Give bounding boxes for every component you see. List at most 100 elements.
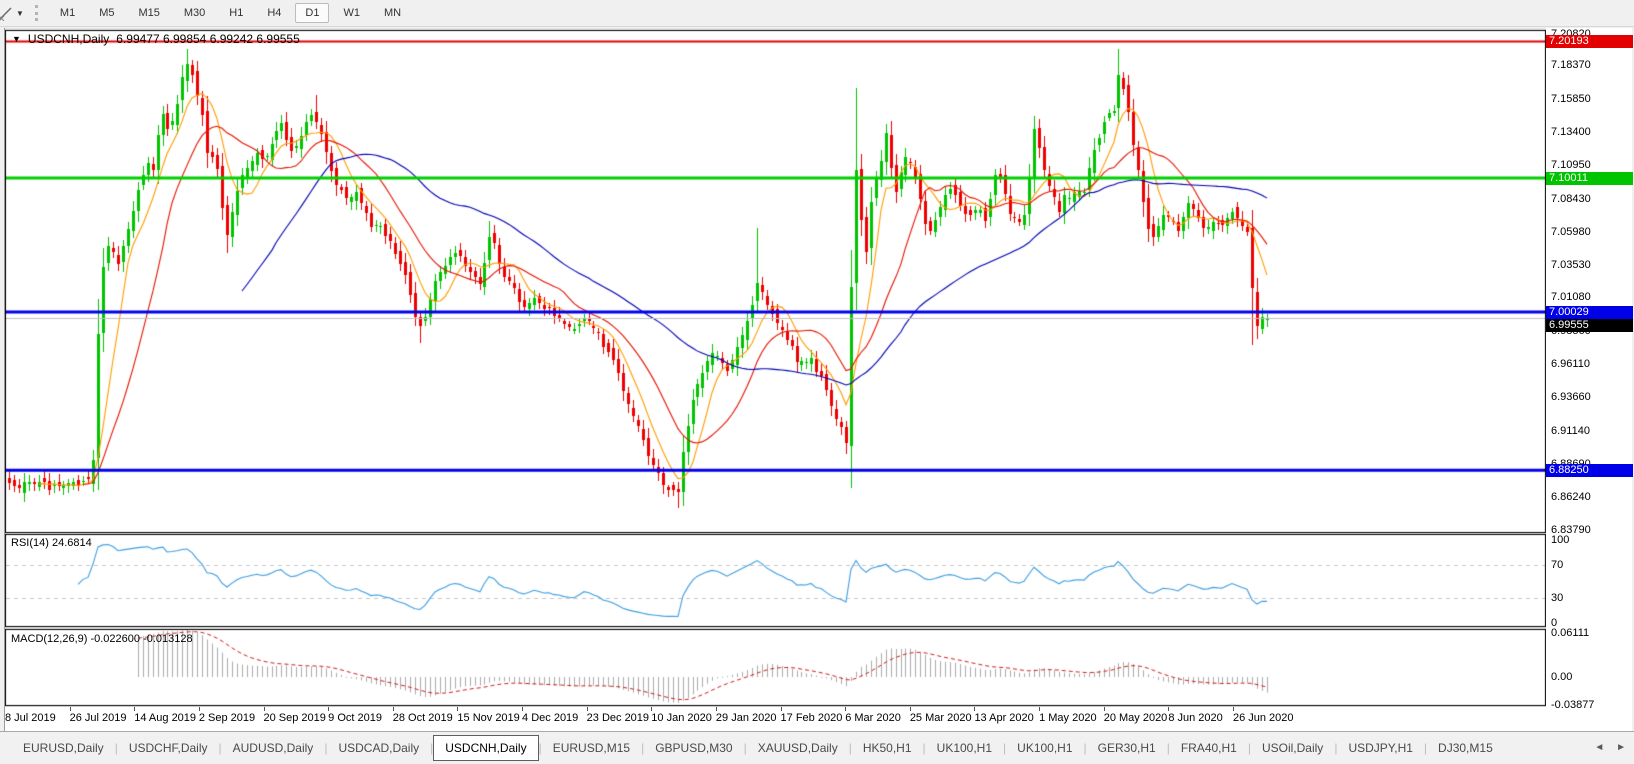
tab-separator: | <box>848 741 852 755</box>
date-tick <box>392 707 394 711</box>
tab-separator: | <box>324 741 328 755</box>
macd-indicator-label: MACD(12,26,9) -0.022600 -0.013128 <box>11 633 193 645</box>
tab-usoil-daily[interactable]: USOil,Daily <box>1261 741 1324 755</box>
date-label: 26 Jul 2019 <box>69 712 127 724</box>
tab-separator: | <box>641 741 645 755</box>
date-label: 15 Nov 2019 <box>457 712 520 724</box>
tab-uk100-h1[interactable]: UK100,H1 <box>1017 741 1073 755</box>
tab-eurusd-daily[interactable]: EURUSD,Daily <box>23 741 104 755</box>
date-tick <box>522 707 524 711</box>
price-label-6.88250: 6.88250 <box>1546 463 1633 477</box>
timeframe-button-mn[interactable]: MN <box>383 7 402 19</box>
date-tick <box>651 707 653 711</box>
tab-separator: | <box>1166 741 1170 755</box>
rsi-tick-label: 30 <box>1551 592 1564 605</box>
chart-tabs: EURUSD,Daily | USDCHF,Daily | AUDUSD,Daily | U… <box>12 735 1504 761</box>
date-label: 8 Jul 2019 <box>5 712 56 724</box>
price-label-7.10011: 7.10011 <box>1546 171 1633 185</box>
tab-usdchf-daily[interactable]: USDCHF,Daily <box>128 741 208 755</box>
chart-window: ▼ USDCNH,Daily 6.99477 6.99854 6.99242 6… <box>4 28 1633 731</box>
tab-gbpusd-m30[interactable]: GBPUSD,M30 <box>655 741 733 755</box>
tab-audusd-daily[interactable]: AUDUSD,Daily <box>232 741 314 755</box>
symbol-period-label: USDCNH,Daily <box>27 32 110 46</box>
price-tick-label: 6.83790 <box>1551 523 1591 536</box>
price-label-7.20193: 7.20193 <box>1546 34 1633 48</box>
date-tick <box>715 707 717 711</box>
tab-separator: | <box>922 741 926 755</box>
timeframe-button-m15[interactable]: M15 <box>138 7 160 19</box>
tab-xauusd-daily[interactable]: XAUUSD,Daily <box>757 741 838 755</box>
tab-usdcnh-daily[interactable]: USDCNH,Daily <box>433 735 539 761</box>
date-tick <box>457 707 459 711</box>
timeframe-buttons: M1 M5 M15 M30 H1 H4 D1 W1 MN <box>48 3 413 23</box>
date-label: 29 Jan 2020 <box>715 712 777 724</box>
tab-scroll-right-icon[interactable]: ► <box>1616 742 1626 753</box>
tab-fra40-h1[interactable]: FRA40,H1 <box>1180 741 1237 755</box>
date-label: 20 Sep 2019 <box>263 712 326 724</box>
rsi-tick-label: 0 <box>1551 617 1558 629</box>
date-label: 6 Mar 2020 <box>845 712 901 724</box>
timeframe-button-h1[interactable]: H1 <box>229 7 244 19</box>
date-tick <box>1232 707 1234 711</box>
date-label: 8 Jun 2020 <box>1168 712 1223 724</box>
tab-separator: | <box>218 741 222 755</box>
price-tick-label: 6.93660 <box>1551 391 1591 404</box>
rsi-indicator-label: RSI(14) 24.6814 <box>11 537 92 549</box>
date-tick <box>1168 707 1170 711</box>
price-tick-label: 7.01080 <box>1551 291 1591 304</box>
crosshair-tool-icon[interactable] <box>0 5 14 22</box>
rsi-tick-label: 70 <box>1551 558 1564 571</box>
date-tick <box>845 707 847 711</box>
date-tick <box>1103 707 1105 711</box>
date-label: 2 Sep 2019 <box>198 712 256 724</box>
tab-separator: | <box>1423 741 1428 755</box>
price-tick-label: 6.96110 <box>1551 358 1590 371</box>
chart-tab-bar: EURUSD,Daily | USDCHF,Daily | AUDUSD,Daily | U… <box>0 731 1634 764</box>
tab-separator: | <box>1083 741 1087 755</box>
tab-separator: | <box>1003 741 1007 755</box>
tab-dj30-m15[interactable]: DJ30,M15 <box>1438 741 1493 755</box>
tab-scroll-arrows: ◄ ► <box>1585 742 1626 753</box>
tab-uk100-h1[interactable]: UK100,H1 <box>936 741 993 755</box>
price-tick-label: 7.18370 <box>1551 59 1591 72</box>
date-label: 1 May 2020 <box>1039 712 1097 724</box>
timeframe-button-m5[interactable]: M5 <box>99 7 115 19</box>
tab-usdcad-daily[interactable]: USDCAD,Daily <box>338 741 420 755</box>
toolbar-grip <box>34 5 38 21</box>
price-tick-label: 7.05980 <box>1551 225 1591 238</box>
tab-usdjpy-h1[interactable]: USDJPY,H1 <box>1348 741 1413 755</box>
tab-separator: | <box>1247 741 1251 755</box>
chevron-down-icon[interactable]: ▼ <box>16 8 24 18</box>
date-label: 4 Dec 2019 <box>522 712 579 724</box>
price-tick-label: 7.15850 <box>1551 93 1591 106</box>
chart-title: ▼ USDCNH,Daily 6.99477 6.99854 6.99242 6… <box>12 32 300 46</box>
date-tick <box>263 707 265 711</box>
date-label: 23 Dec 2019 <box>586 712 650 724</box>
timeframe-button-d1[interactable]: D1 <box>295 3 330 23</box>
price-tick-label: 7.03530 <box>1551 258 1591 271</box>
date-label: 26 Jun 2020 <box>1232 712 1294 724</box>
timeframe-button-w1[interactable]: W1 <box>343 7 360 19</box>
tab-ger30-h1[interactable]: GER30,H1 <box>1097 741 1156 755</box>
timeframe-button-m30[interactable]: M30 <box>183 7 206 19</box>
date-label: 28 Oct 2019 <box>392 712 453 724</box>
date-label: 20 May 2020 <box>1103 712 1168 724</box>
tab-scroll-left-icon[interactable]: ◄ <box>1594 742 1605 753</box>
date-tick <box>1039 707 1041 711</box>
date-label: 14 Aug 2019 <box>134 712 197 724</box>
tab-separator: | <box>114 741 118 755</box>
price-tick-label: 7.08430 <box>1551 192 1591 205</box>
date-label: 10 Jan 2020 <box>651 712 712 724</box>
timeframe-button-m1[interactable]: M1 <box>59 7 76 19</box>
price-tick-label: 6.86240 <box>1551 490 1591 503</box>
date-tick <box>909 707 911 711</box>
timeframe-button-h4[interactable]: H4 <box>267 7 282 19</box>
price-chart-canvas[interactable] <box>5 28 1546 707</box>
timeframe-toolbar: ▼ M1 M5 M15 M30 H1 H4 D1 W1 MN <box>0 0 1634 27</box>
tab-hk50-h1[interactable]: HK50,H1 <box>862 741 912 755</box>
chart-menu-caret-icon[interactable]: ▼ <box>12 34 21 44</box>
date-label: 13 Apr 2020 <box>974 712 1034 724</box>
tab-eurusd-m15[interactable]: EURUSD,M15 <box>552 741 631 755</box>
tab-separator: | <box>743 741 747 755</box>
